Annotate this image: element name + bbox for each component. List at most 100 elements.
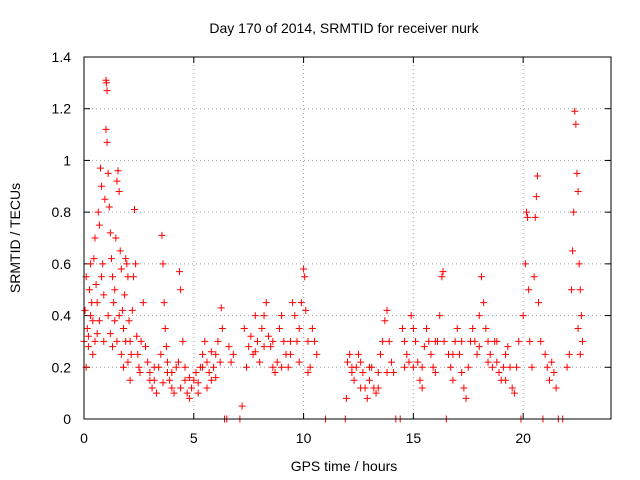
data-point-marker [440,337,448,345]
data-point-marker [418,384,426,392]
data-point-marker [502,376,510,384]
data-point-marker [504,343,512,351]
data-point-marker [109,273,117,281]
data-point-marker [253,337,261,345]
data-point-marker [293,337,301,345]
data-point-marker [106,229,114,237]
data-point-marker [84,332,92,340]
data-point-marker [111,317,119,325]
data-point-marker [475,343,483,351]
data-point-marker [414,358,422,366]
data-point-marker [284,363,292,371]
data-point-marker [87,312,95,320]
data-point-marker [267,343,275,351]
data-point-marker [311,337,319,345]
data-point-marker [81,306,89,314]
data-point-marker [499,363,507,371]
data-point-marker [99,260,107,268]
data-point-marker [482,325,490,332]
data-point-marker [510,389,518,397]
data-point-marker [525,286,533,294]
data-point-marker [409,363,417,371]
data-point-marker [302,306,310,314]
data-point-marker [363,394,371,402]
data-point-marker [537,337,545,345]
y-tick-label: 0.4 [52,308,72,324]
data-point-marker [531,213,539,221]
y-tick-label: 1.4 [52,49,72,65]
data-point-marker [569,247,577,255]
data-point-marker [449,350,457,358]
data-point-marker [132,260,140,268]
data-point-marker [519,312,527,320]
data-point-marker [526,337,534,345]
data-point-marker [192,368,200,376]
data-point-marker [306,363,314,371]
x-axis-ticks: 0 5 10 15 20 [80,57,531,446]
y-tick-label: 0.6 [52,256,72,272]
data-point-marker [344,358,351,366]
data-point-marker [372,389,380,397]
data-point-marker [532,193,540,201]
data-point-marker [308,325,316,332]
data-point-marker [357,384,365,392]
data-point-marker [166,376,174,384]
data-point-marker [515,337,523,345]
data-point-marker [98,182,106,190]
y-tick-label: 1.2 [52,101,72,117]
data-point-marker [207,376,215,384]
data-point-marker [576,350,584,358]
data-point-marker [101,195,109,203]
data-point-marker [135,363,143,371]
data-point-marker [546,376,554,384]
chart-title: Day 170 of 2014, SRMTID for receiver nur… [209,20,479,36]
data-point-marker [552,384,560,392]
data-point-marker [383,368,391,376]
data-point-marker [383,306,391,314]
data-point-marker [111,286,119,294]
data-point-marker [407,312,415,320]
data-point-marker [535,299,543,307]
data-point-marker [100,291,108,299]
data-point-marker [121,291,129,299]
data-point-marker [242,363,250,371]
data-point-marker [484,337,492,345]
data-point-marker [188,384,196,392]
data-point-marker [146,368,154,376]
data-point-marker [574,187,582,195]
data-point-marker [90,255,98,263]
data-point-marker [269,363,277,371]
data-point-marker [575,260,583,268]
data-point-marker [214,337,222,345]
data-point-marker [401,363,409,371]
data-point-marker [144,358,152,366]
data-point-marker [425,337,433,345]
data-point-marker [480,299,488,307]
y-tick-label: 1 [63,152,71,168]
data-point-marker [123,260,131,268]
data-point-marker [289,299,297,307]
data-point-marker [376,350,384,358]
data-points [80,76,586,423]
data-point-marker [278,312,286,320]
data-point-marker [486,350,494,358]
data-point-marker [201,337,209,345]
data-point-marker [185,374,193,382]
data-point-marker [541,350,549,358]
data-point-marker [420,343,428,351]
data-point-marker [183,389,191,397]
data-point-marker [286,337,294,345]
data-point-marker [524,213,532,221]
x-tick-label: 0 [80,430,88,446]
y-axis-title: SRMTID / TECUs [7,183,23,293]
data-point-marker [91,337,99,345]
data-point-marker [548,358,556,366]
data-point-marker [110,299,118,307]
data-point-marker [295,325,303,332]
data-point-marker [127,350,135,358]
data-point-marker [134,350,142,358]
data-point-marker [458,337,466,345]
data-point-marker [89,317,97,325]
data-point-marker [247,332,255,340]
data-point-marker [103,87,111,95]
